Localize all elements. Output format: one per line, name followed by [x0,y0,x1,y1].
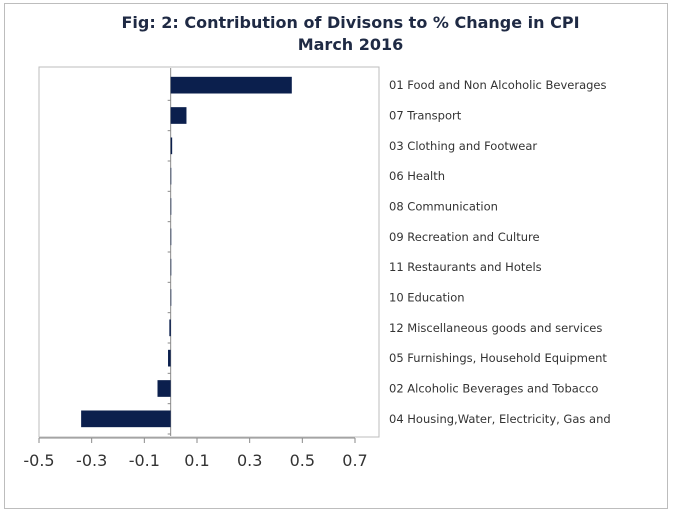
x-tick-label: 0.3 [237,451,262,470]
bar [169,319,171,337]
bar [170,289,172,306]
category-label: 10 Education [389,291,465,305]
category-label: 04 Housing,Water, Electricity, Gas and [389,412,611,426]
bar [170,76,292,94]
category-label: 03 Clothing and Footwear [389,139,537,153]
x-tick-label: -0.1 [129,451,160,470]
bar [170,107,187,124]
chart-title-block: Fig: 2: Contribution of Divisons to % Ch… [14,12,673,56]
bar [170,137,173,155]
category-label: 07 Transport [389,109,462,123]
bar [170,258,172,276]
bar [81,410,171,428]
category-label: 06 Health [389,169,445,183]
bar [168,349,171,367]
category-label: 05 Furnishings, Household Equipment [389,351,607,365]
x-tick-label: -0.5 [23,451,54,470]
chart-title: Fig: 2: Contribution of Divisons to % Ch… [121,13,580,32]
x-tick-label: 0.5 [290,451,315,470]
x-tick-label: -0.3 [76,451,107,470]
bar [170,198,172,215]
category-label: 08 Communication [389,200,498,214]
chart-subtitle: March 2016 [297,35,404,54]
category-label: 12 Miscellaneous goods and services [389,321,602,335]
x-tick-label: 0.1 [184,451,209,470]
category-label: 11 Restaurants and Hotels [389,260,542,274]
bar [157,380,171,397]
bar [170,167,172,185]
bar [170,228,172,246]
plot-area [38,66,380,438]
category-label: 09 Recreation and Culture [389,230,540,244]
category-label: 02 Alcoholic Beverages and Tobacco [389,382,598,396]
x-tick-label: 0.7 [342,451,367,470]
category-label: 01 Food and Non Alcoholic Beverages [389,78,607,92]
